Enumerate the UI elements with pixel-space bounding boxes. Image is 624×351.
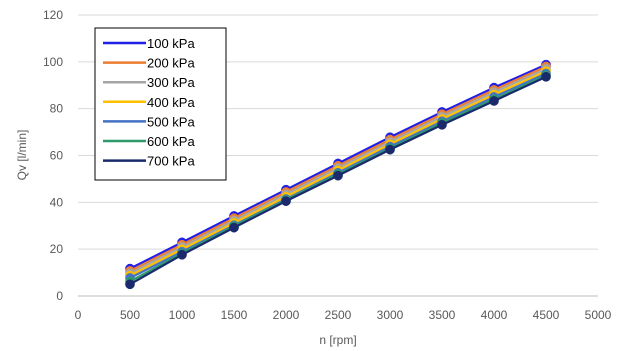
y-tick-label: 120 (43, 8, 63, 22)
y-tick-label: 100 (43, 55, 63, 69)
x-tick-label: 3000 (377, 308, 404, 322)
data-point (385, 144, 395, 155)
legend-label: 100 kPa (147, 36, 195, 51)
y-axis-title: Qv [l/min] (15, 130, 29, 181)
data-point (229, 222, 239, 233)
legend-label: 300 kPa (147, 75, 195, 90)
y-axis-ticks: 0 20 40 60 80 100 120 (43, 8, 63, 303)
x-tick-label: 4500 (533, 308, 560, 322)
x-axis-title: n [rpm] (319, 333, 356, 347)
data-point (281, 196, 291, 207)
x-tick-label: 2500 (325, 308, 352, 322)
x-tick-label: 2000 (273, 308, 300, 322)
legend-label: 500 kPa (147, 114, 195, 129)
x-tick-label: 500 (120, 308, 140, 322)
x-tick-label: 5000 (585, 308, 612, 322)
x-tick-label: 4000 (481, 308, 508, 322)
x-tick-label: 1500 (221, 308, 248, 322)
y-tick-label: 60 (50, 149, 64, 163)
data-point (125, 279, 135, 290)
legend-label: 600 kPa (147, 134, 195, 149)
y-tick-label: 20 (50, 242, 64, 256)
legend: 100 kPa 200 kPa 300 kPa 400 kPa 500 kPa 600 k… (94, 27, 227, 181)
y-tick-label: 0 (56, 289, 63, 303)
x-axis-ticks: 0 500 1000 1500 2000 2500 3000 3500 4000 4500 5000 (75, 308, 612, 322)
y-tick-label: 80 (50, 102, 64, 116)
legend-label: 400 kPa (147, 95, 195, 110)
series-700-kpa (125, 71, 551, 290)
data-point (489, 96, 499, 106)
data-point (333, 170, 343, 181)
legend-label: 700 kPa (147, 154, 195, 169)
x-tick-label: 0 (75, 308, 82, 322)
data-point (177, 249, 187, 260)
y-tick-label: 40 (50, 195, 64, 209)
x-tick-label: 3500 (429, 308, 456, 322)
series-layer (125, 59, 551, 290)
x-tick-label: 1000 (169, 308, 196, 322)
legend-label: 200 kPa (147, 56, 195, 71)
data-point (541, 71, 551, 82)
legend-box (94, 27, 227, 181)
data-point (437, 119, 447, 130)
